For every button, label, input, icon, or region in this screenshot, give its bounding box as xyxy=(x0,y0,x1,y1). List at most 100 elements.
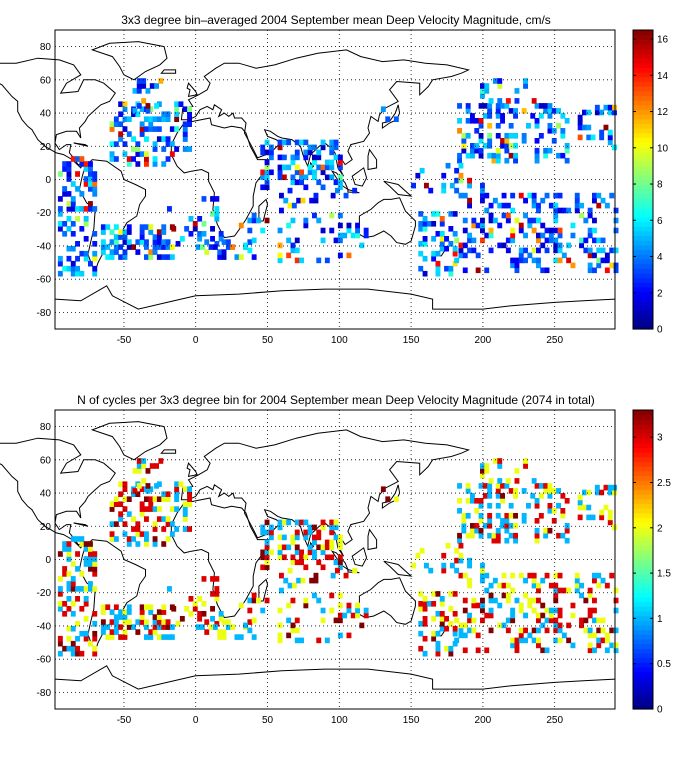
bin-cell xyxy=(109,126,115,132)
bin-cell xyxy=(204,629,210,635)
bin-cell xyxy=(504,537,510,544)
bin-cell xyxy=(247,247,253,254)
bin-cell xyxy=(513,113,518,119)
bin-cell xyxy=(70,245,76,252)
bin-cell xyxy=(470,498,475,504)
bin-cell xyxy=(527,222,533,229)
bin-cell xyxy=(346,227,352,234)
bin-cell xyxy=(543,108,549,114)
bin-cell xyxy=(100,244,106,250)
colorbar-swatch xyxy=(633,480,653,486)
bin-cell xyxy=(148,254,154,260)
bin-cell xyxy=(556,123,561,129)
bin-cell xyxy=(79,541,85,547)
bin-cell xyxy=(574,577,580,584)
bin-cell xyxy=(544,647,550,654)
bin-cell xyxy=(604,632,610,639)
bin-cell xyxy=(342,232,348,239)
bin-cell xyxy=(294,169,300,176)
bin-cell xyxy=(144,161,149,167)
bin-cell xyxy=(251,217,257,224)
bin-cell xyxy=(182,526,188,532)
bin-cell xyxy=(439,236,445,242)
bin-cell xyxy=(144,224,149,230)
bin-cell xyxy=(277,632,283,639)
bin-cell xyxy=(83,586,89,592)
bin-cell xyxy=(88,181,93,187)
bin-cell xyxy=(346,222,352,229)
bin-cell xyxy=(426,601,432,607)
bin-cell xyxy=(337,539,343,546)
bin-cell xyxy=(144,531,149,537)
bin-cell xyxy=(118,101,124,107)
bin-cell xyxy=(488,592,494,599)
bin-cell xyxy=(148,121,154,127)
bin-cell xyxy=(480,468,485,474)
bin-cell xyxy=(144,239,149,245)
bin-cell xyxy=(264,217,270,224)
bin-cell xyxy=(536,612,541,619)
bin-cell xyxy=(79,586,85,592)
bin-cell xyxy=(264,559,270,566)
bin-cell xyxy=(478,123,484,129)
bin-cell xyxy=(536,202,541,209)
bin-cell xyxy=(247,597,253,604)
bin-cell xyxy=(126,609,132,615)
bin-cell xyxy=(475,267,481,274)
bin-cell xyxy=(530,113,536,119)
colorbar-swatch xyxy=(633,526,653,533)
bin-cell xyxy=(553,597,559,604)
bin-cell xyxy=(148,629,154,635)
colorbar-swatch xyxy=(633,300,653,307)
bin-cell xyxy=(553,257,559,264)
bin-cell xyxy=(139,106,145,112)
bin-cell xyxy=(161,634,167,640)
bin-cell xyxy=(294,519,300,526)
y-tick-label: -80 xyxy=(37,688,52,699)
bin-cell xyxy=(462,597,468,604)
bin-cell xyxy=(441,187,447,194)
bin-cell xyxy=(467,197,472,204)
bin-cell xyxy=(187,491,192,497)
bin-cell xyxy=(536,587,541,594)
bin-cell xyxy=(508,513,514,519)
bin-cell xyxy=(547,483,553,489)
bin-cell xyxy=(587,227,593,234)
bin-cell xyxy=(333,534,339,541)
bin-cell xyxy=(158,458,164,464)
coastline-3 xyxy=(170,497,270,619)
bin-cell xyxy=(458,557,464,564)
bin-cell xyxy=(457,483,462,489)
bin-cell xyxy=(513,523,518,529)
bin-cell xyxy=(135,141,141,147)
colorbar-swatch xyxy=(633,433,653,439)
bin-cell xyxy=(113,619,119,625)
bin-cell xyxy=(536,582,541,589)
bin-cell xyxy=(514,642,520,649)
bin-cell xyxy=(312,212,317,219)
bin-cell xyxy=(505,212,511,219)
colorbar-swatch xyxy=(633,104,653,111)
bin-cell xyxy=(88,640,93,647)
bin-cell xyxy=(508,488,514,494)
colorbar-swatch xyxy=(633,564,653,570)
bin-cell xyxy=(290,174,296,181)
bin-cell xyxy=(600,197,606,204)
colorbar-swatch xyxy=(633,494,653,500)
bin-cell xyxy=(497,202,503,209)
bin-cell xyxy=(556,532,561,539)
bin-cell xyxy=(152,234,158,240)
bin-cell xyxy=(587,252,593,259)
bin-cell xyxy=(480,187,485,194)
bin-cell xyxy=(139,234,145,240)
bin-cell xyxy=(109,619,115,625)
bin-cell xyxy=(543,483,549,489)
bin-cell xyxy=(135,619,141,625)
bin-cell xyxy=(504,527,510,534)
bin-cell xyxy=(599,509,605,516)
bin-cell xyxy=(182,506,188,512)
bin-cell xyxy=(531,197,537,204)
bin-cell xyxy=(62,186,68,192)
bin-cell xyxy=(488,217,494,224)
